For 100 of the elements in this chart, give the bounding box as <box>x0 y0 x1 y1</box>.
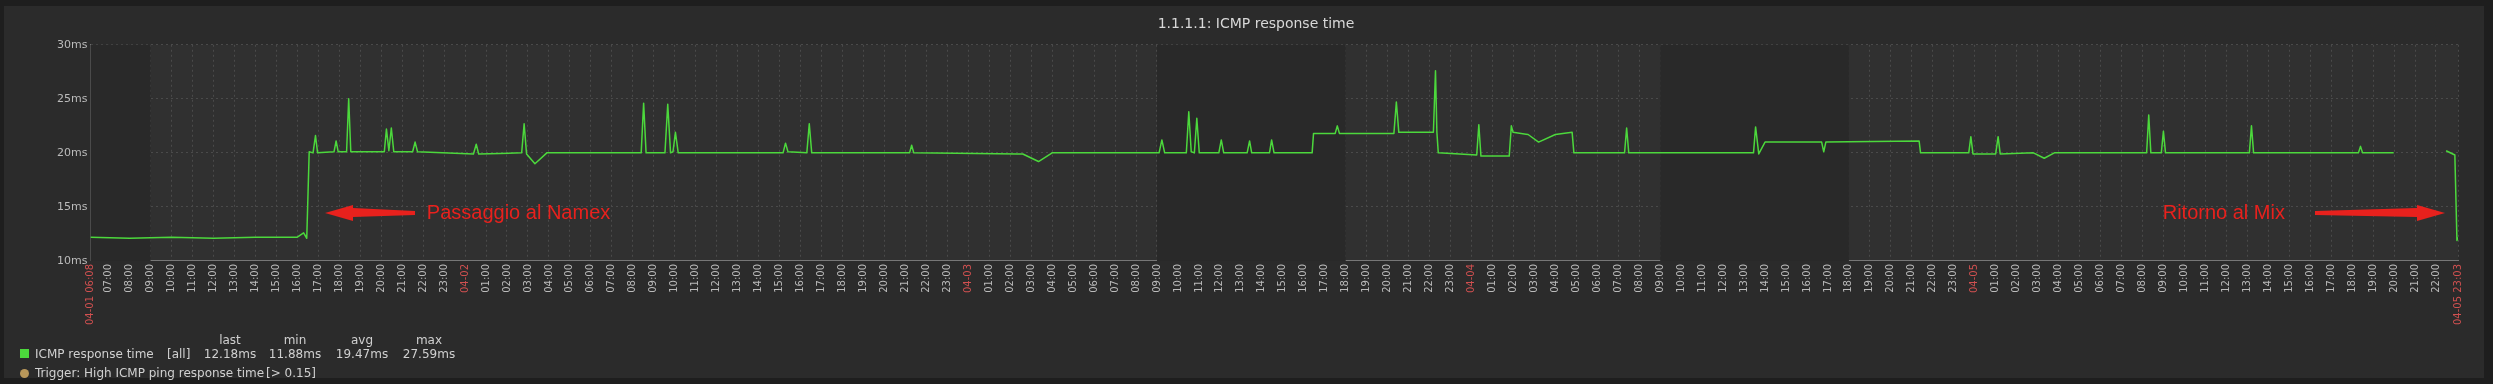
text: last <box>219 333 241 347</box>
x-tick-label: 16:00 <box>2303 263 2315 293</box>
annotation: Passaggio al Namex <box>426 200 611 223</box>
text: max <box>415 333 443 347</box>
x-tick-label: 09:00 <box>144 263 156 293</box>
x-tick-label: 13:00 <box>1234 263 1246 293</box>
x-tick-label: 22:00 <box>1423 263 1435 293</box>
x-tick-label: 13:00 <box>228 263 240 293</box>
x-tick-label: 01:00 <box>982 263 994 293</box>
x-tick-label: 22:00 <box>919 263 931 293</box>
x-tick-label: 12:00 <box>207 263 219 293</box>
x-tick-label: 04:00 <box>2052 263 2064 293</box>
x-tick-label: 04-04 <box>1465 263 1477 294</box>
x-tick-label: 19:00 <box>1360 263 1372 293</box>
x-tick-label: 19:00 <box>2366 263 2378 293</box>
x-tick-label: 22:00 <box>1926 263 1938 293</box>
x-tick-label: 15:00 <box>2282 263 2294 293</box>
x-tick-label: 16:00 <box>290 263 302 293</box>
x-tick-label: 04:00 <box>542 263 554 293</box>
x-tick-label: 10:00 <box>1674 263 1686 293</box>
x-tick-label: 08:00 <box>1129 263 1141 293</box>
text: [all] <box>167 347 191 361</box>
x-tick-label: 10:00 <box>165 263 177 293</box>
text: Trigger: High ICMP ping response time <box>35 366 265 380</box>
x-tick-label: 12:00 <box>710 263 722 293</box>
x-tick-label: 19:00 <box>1863 263 1875 293</box>
x-tick-label: 15:00 <box>269 263 281 293</box>
x-tick-label: 13:00 <box>731 263 743 293</box>
x-tick-label: 18:00 <box>1842 263 1854 293</box>
x-tick-label: 18:00 <box>1339 263 1351 293</box>
text: 19.47ms <box>335 347 389 361</box>
x-tick-label: 02:00 <box>1003 263 1015 293</box>
x-tick-label: 17:00 <box>815 263 827 293</box>
x-tick-label: 05:00 <box>1569 263 1581 293</box>
x-tick-label: 23:00 <box>1947 263 1959 293</box>
x-tick-label: 01:00 <box>1486 263 1498 293</box>
x-tick-label: 03:00 <box>521 263 533 293</box>
x-tick-label: 05:00 <box>2073 263 2085 293</box>
x-tick-label: 20:00 <box>2387 263 2399 293</box>
x-tick-label: 18:00 <box>332 263 344 293</box>
x-tick-label: 04-01 06:08 <box>84 263 96 326</box>
x-tick-label: 23:00 <box>1444 263 1456 293</box>
x-tick-label: 07:00 <box>102 263 114 293</box>
x-tick-label: 02:00 <box>500 263 512 293</box>
x-tick-label: 07:00 <box>2115 263 2127 293</box>
y-tick-label: 15ms <box>56 199 88 213</box>
annotation: Ritorno al Mix <box>2162 200 2285 223</box>
x-tick-label: 08:00 <box>626 263 638 293</box>
x-tick-label: 10:00 <box>668 263 680 293</box>
x-tick-label: 23:00 <box>437 263 449 293</box>
x-tick-label: 20:00 <box>878 263 889 293</box>
x-tick-label: 04-02 <box>458 263 470 294</box>
x-tick-label: 19:00 <box>353 263 365 293</box>
x-tick-label: 07:00 <box>1611 263 1623 293</box>
x-tick-label: 18:00 <box>2345 263 2357 293</box>
text: 27.59ms <box>402 347 456 361</box>
x-tick-label: 21:00 <box>898 263 910 293</box>
x-tick-label: 11:00 <box>2198 263 2210 293</box>
x-tick-label: 17:00 <box>2324 263 2336 293</box>
x-tick-label: 08:00 <box>123 263 135 293</box>
x-tick-label: 20:00 <box>1381 263 1393 293</box>
x-tick-label: 01:00 <box>1989 263 2001 293</box>
y-tick-label: 20ms <box>56 145 88 159</box>
x-tick-label: 11:00 <box>1695 263 1707 293</box>
x-tick-label: 14:00 <box>2261 263 2273 293</box>
text: 12.18ms <box>203 347 257 361</box>
x-tick-label: 04-05 23:03 <box>2451 263 2463 326</box>
text: [> 0.15] <box>266 366 316 380</box>
x-tick-label: 22:00 <box>416 263 428 293</box>
x-tick-label: 07:00 <box>605 263 617 293</box>
x-tick-label: 21:00 <box>395 263 407 293</box>
x-tick-label: 22:00 <box>2429 263 2441 293</box>
x-tick-label: 08:00 <box>1632 263 1644 293</box>
x-tick-label: 20:00 <box>374 263 386 293</box>
x-tick-label: 05:00 <box>563 263 575 293</box>
legend-label: ICMP response time <box>35 347 154 361</box>
x-tick-label: 20:00 <box>1884 263 1896 293</box>
x-tick-label: 12:00 <box>1716 263 1728 293</box>
x-tick-label: 21:00 <box>1905 263 1917 293</box>
x-tick-label: 14:00 <box>248 263 260 293</box>
text: 11.88ms <box>268 347 322 361</box>
x-tick-label: 04-03 <box>961 263 973 294</box>
x-tick-label: 09:00 <box>1653 263 1665 293</box>
text: avg <box>350 333 374 347</box>
x-tick-label: 21:00 <box>2408 263 2420 293</box>
x-tick-label: 10:00 <box>1171 263 1183 293</box>
x-tick-label: 05:00 <box>1066 263 1078 293</box>
x-tick-label: 03:00 <box>2031 263 2043 293</box>
x-tick-label: 18:00 <box>836 263 848 293</box>
x-tick-label: 01:00 <box>479 263 491 293</box>
x-tick-label: 08:00 <box>2136 263 2148 293</box>
x-tick-label: 09:00 <box>1150 263 1162 293</box>
x-tick-label: 09:00 <box>647 263 659 293</box>
x-tick-label: 17:00 <box>1821 263 1833 293</box>
x-tick-label: 10:00 <box>2177 263 2189 293</box>
chart-title: 1.1.1.1: ICMP response time <box>1157 15 1355 32</box>
x-tick-label: 23:00 <box>940 263 952 293</box>
x-tick-label: 16:00 <box>1800 263 1812 293</box>
x-tick-label: 14:00 <box>1758 263 1770 293</box>
x-tick-label: 06:00 <box>584 263 596 293</box>
